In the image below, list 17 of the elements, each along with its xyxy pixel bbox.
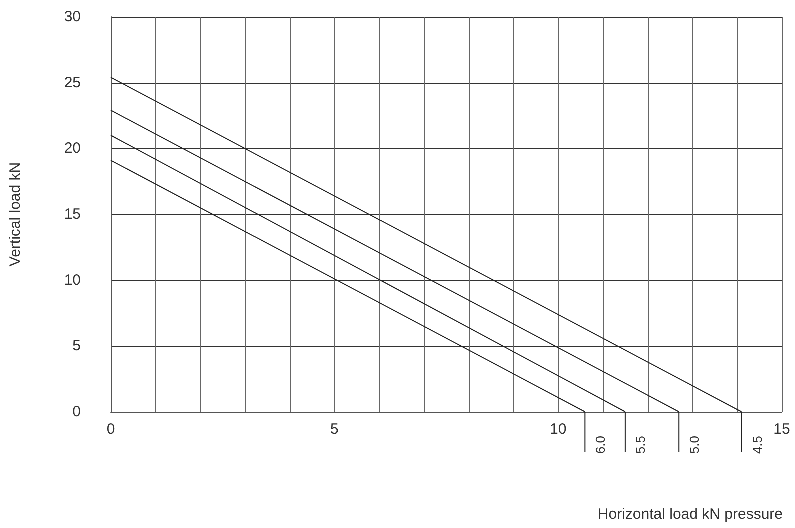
y-tick-label: 0	[72, 404, 81, 420]
x-tick-label: 5	[330, 421, 339, 438]
text: 5.5	[633, 434, 648, 456]
y-tick-label: 30	[64, 8, 81, 26]
text: 6.0	[593, 434, 608, 456]
text: 5.0	[687, 434, 702, 456]
text: 4.5	[750, 434, 765, 456]
y-axis-title: Vertical load kN	[7, 162, 24, 267]
x-tick-label: 15	[774, 421, 790, 438]
y-tick-label: 25	[64, 74, 81, 92]
y-tick-label: 10	[64, 272, 81, 289]
x-tick-label: 10	[550, 421, 567, 438]
x-axis-title: Horizontal load kN pressure	[598, 506, 784, 523]
y-tick-label: 5	[72, 338, 81, 355]
y-tick-label: 15	[64, 206, 81, 223]
y-tick-label: 20	[64, 140, 81, 158]
x-tick-label: 0	[106, 421, 116, 438]
